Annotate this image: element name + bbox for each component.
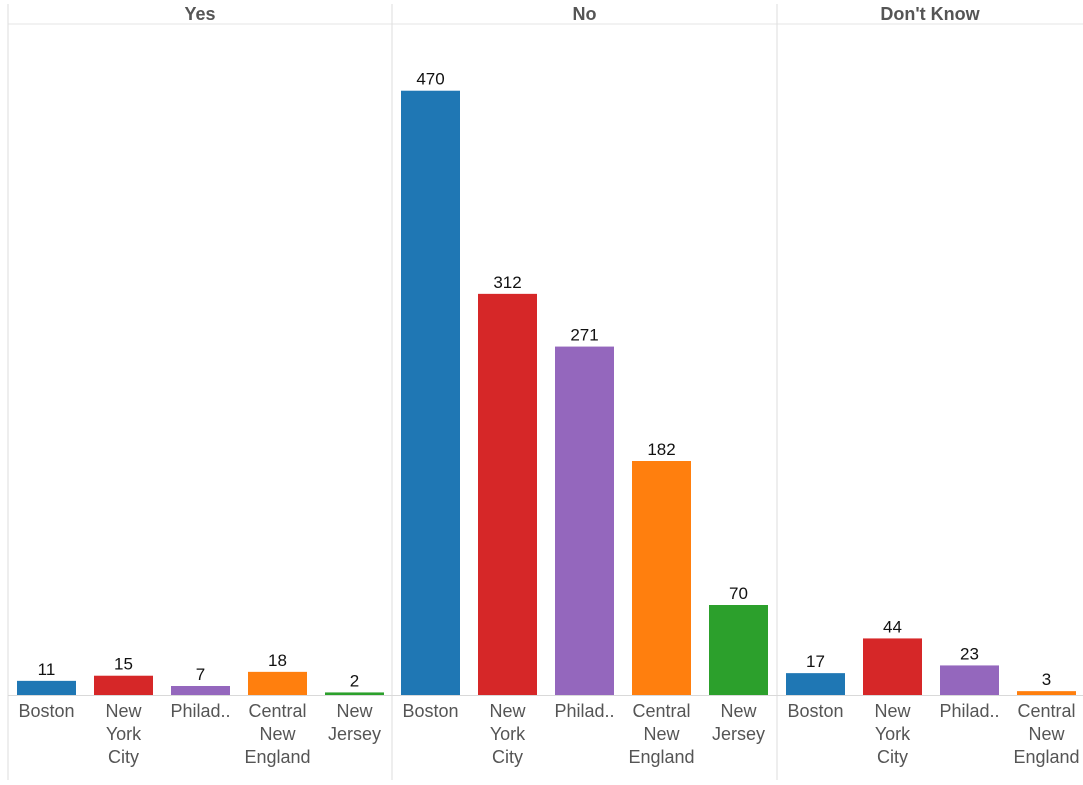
category-label-no-central-new-england-line3: England [628, 747, 694, 767]
bar-no-new-york-city[interactable] [478, 293, 537, 695]
value-label-yes-philad: 7 [196, 665, 205, 684]
category-label-no-new-york-city-line3: City [492, 747, 523, 767]
bar-no-new-jersey[interactable] [709, 605, 768, 695]
bar-yes-central-new-england[interactable] [248, 671, 307, 695]
category-label-yes-central-new-england: Central [248, 701, 306, 721]
value-label-yes-boston: 11 [38, 660, 56, 679]
category-label-no-central-new-england-line2: New [643, 724, 680, 744]
category-label-don-t-know-new-york-city-line3: City [877, 747, 908, 767]
value-label-don-t-know-central-new-england: 3 [1042, 670, 1051, 689]
bar-no-boston[interactable] [401, 90, 460, 695]
bar-yes-philad[interactable] [171, 686, 230, 695]
category-label-yes-new-york-city-line3: City [108, 747, 139, 767]
category-label-no-philad: Philad.. [554, 701, 614, 721]
category-label-no-new-york-city: New [489, 701, 526, 721]
value-label-no-new-jersey: 70 [729, 584, 748, 603]
bar-yes-new-york-city[interactable] [94, 675, 153, 695]
category-label-no-new-jersey: New [720, 701, 757, 721]
category-label-don-t-know-central-new-england-line3: England [1013, 747, 1079, 767]
category-label-don-t-know-philad: Philad.. [939, 701, 999, 721]
category-label-yes-boston: Boston [18, 701, 74, 721]
category-label-yes-new-jersey: New [336, 701, 373, 721]
panel-header-yes: Yes [184, 4, 215, 24]
bar-don-t-know-philad[interactable] [940, 665, 999, 695]
category-label-no-new-york-city-line2: York [490, 724, 526, 744]
category-label-no-new-jersey-line2: Jersey [712, 724, 765, 744]
value-label-no-philad: 271 [570, 326, 598, 345]
bar-don-t-know-new-york-city[interactable] [863, 638, 922, 695]
bar-don-t-know-boston[interactable] [786, 673, 845, 695]
bar-no-central-new-england[interactable] [632, 461, 691, 695]
category-label-don-t-know-boston: Boston [787, 701, 843, 721]
category-label-yes-new-york-city: New [105, 701, 142, 721]
value-label-don-t-know-philad: 23 [960, 644, 979, 663]
category-label-don-t-know-central-new-england: Central [1017, 701, 1075, 721]
category-label-yes-new-jersey-line2: Jersey [328, 724, 381, 744]
bar-yes-new-jersey[interactable] [325, 692, 384, 695]
value-label-yes-new-jersey: 2 [350, 671, 359, 690]
value-label-yes-new-york-city: 15 [114, 655, 133, 674]
value-label-yes-central-new-england: 18 [268, 651, 287, 670]
category-label-yes-new-york-city-line2: York [106, 724, 142, 744]
category-label-yes-philad: Philad.. [170, 701, 230, 721]
value-label-don-t-know-boston: 17 [806, 652, 825, 671]
bar-don-t-know-central-new-england[interactable] [1017, 691, 1076, 695]
category-label-don-t-know-new-york-city: New [874, 701, 911, 721]
bar-no-philad[interactable] [555, 346, 614, 695]
value-label-no-central-new-england: 182 [647, 440, 675, 459]
bar-yes-boston[interactable] [17, 680, 76, 695]
category-label-don-t-know-central-new-england-line2: New [1028, 724, 1065, 744]
category-label-no-boston: Boston [402, 701, 458, 721]
panel-header-don-t-know: Don't Know [880, 4, 980, 24]
panel-header-no: No [573, 4, 597, 24]
category-label-yes-central-new-england-line2: New [259, 724, 296, 744]
category-label-don-t-know-new-york-city-line2: York [875, 724, 911, 744]
value-label-no-new-york-city: 312 [493, 273, 521, 292]
value-label-don-t-know-new-york-city: 44 [883, 617, 902, 636]
value-label-no-boston: 470 [416, 70, 444, 89]
category-label-no-central-new-england: Central [632, 701, 690, 721]
category-label-yes-central-new-england-line3: England [244, 747, 310, 767]
